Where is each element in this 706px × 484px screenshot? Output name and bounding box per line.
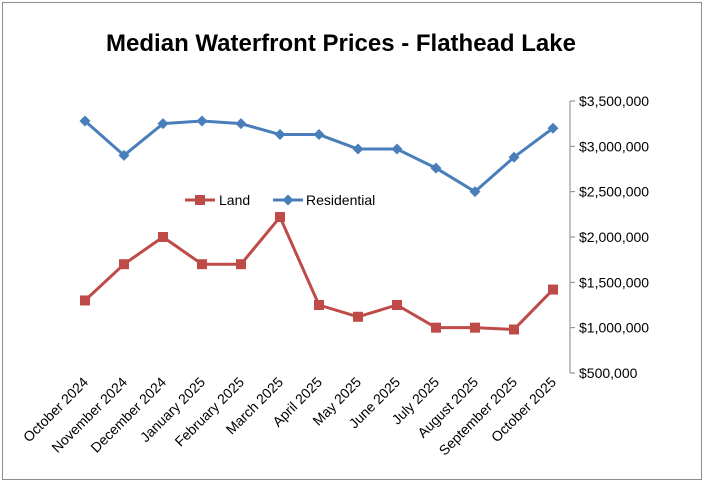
legend-swatch-marker (195, 195, 205, 205)
data-point-residential (508, 151, 520, 163)
data-point-land (158, 232, 168, 242)
data-point-land (236, 259, 246, 270)
y-tick-label: $3,500,000 (579, 93, 649, 109)
data-point-residential (235, 118, 247, 130)
data-point-residential (196, 115, 208, 127)
legend-item-land: Land (185, 192, 250, 208)
data-point-land (392, 300, 402, 310)
data-point-residential (547, 122, 559, 134)
data-point-residential (313, 129, 325, 141)
line-chart: Median Waterfront Prices - Flathead Lake… (20, 30, 649, 459)
data-point-land (119, 259, 129, 270)
legend: Land Residential (185, 192, 375, 208)
legend-label: Land (219, 192, 250, 208)
series-land (80, 212, 558, 335)
y-tick-label: $500,000 (579, 365, 638, 381)
data-point-land (275, 212, 285, 223)
data-point-residential (118, 149, 130, 161)
data-point-land (431, 322, 441, 333)
data-point-residential (391, 143, 403, 155)
data-point-residential (352, 143, 364, 155)
data-point-residential (157, 118, 169, 130)
series-residential (79, 115, 559, 198)
y-tick-label: $1,500,000 (579, 274, 649, 290)
chart-frame: Median Waterfront Prices - Flathead Lake… (2, 2, 702, 480)
data-point-land (80, 295, 90, 306)
data-point-residential (469, 186, 481, 198)
data-point-land (470, 322, 480, 333)
data-point-residential (274, 129, 286, 141)
y-tick-label: $3,000,000 (579, 138, 649, 154)
y-axis: $500,000 $1,000,000 $1,500,000 $2,000,000 $2… (569, 93, 649, 381)
y-tick-label: $2,500,000 (579, 184, 649, 200)
y-tick-label: $2,000,000 (579, 229, 649, 245)
legend-item-residential: Residential (273, 192, 375, 208)
data-point-land (548, 284, 558, 295)
legend-swatch-marker (282, 194, 294, 206)
legend-label: Residential (306, 192, 375, 208)
chart-title: Median Waterfront Prices - Flathead Lake (106, 30, 576, 57)
data-point-land (197, 259, 207, 270)
y-tick-label: $1,000,000 (579, 320, 649, 336)
data-point-residential (430, 162, 442, 174)
data-point-residential (79, 115, 91, 127)
data-point-land (353, 311, 363, 322)
data-point-land (509, 324, 519, 335)
series-line-land (83, 215, 555, 331)
data-point-land (314, 300, 324, 310)
series-layer (79, 115, 559, 335)
